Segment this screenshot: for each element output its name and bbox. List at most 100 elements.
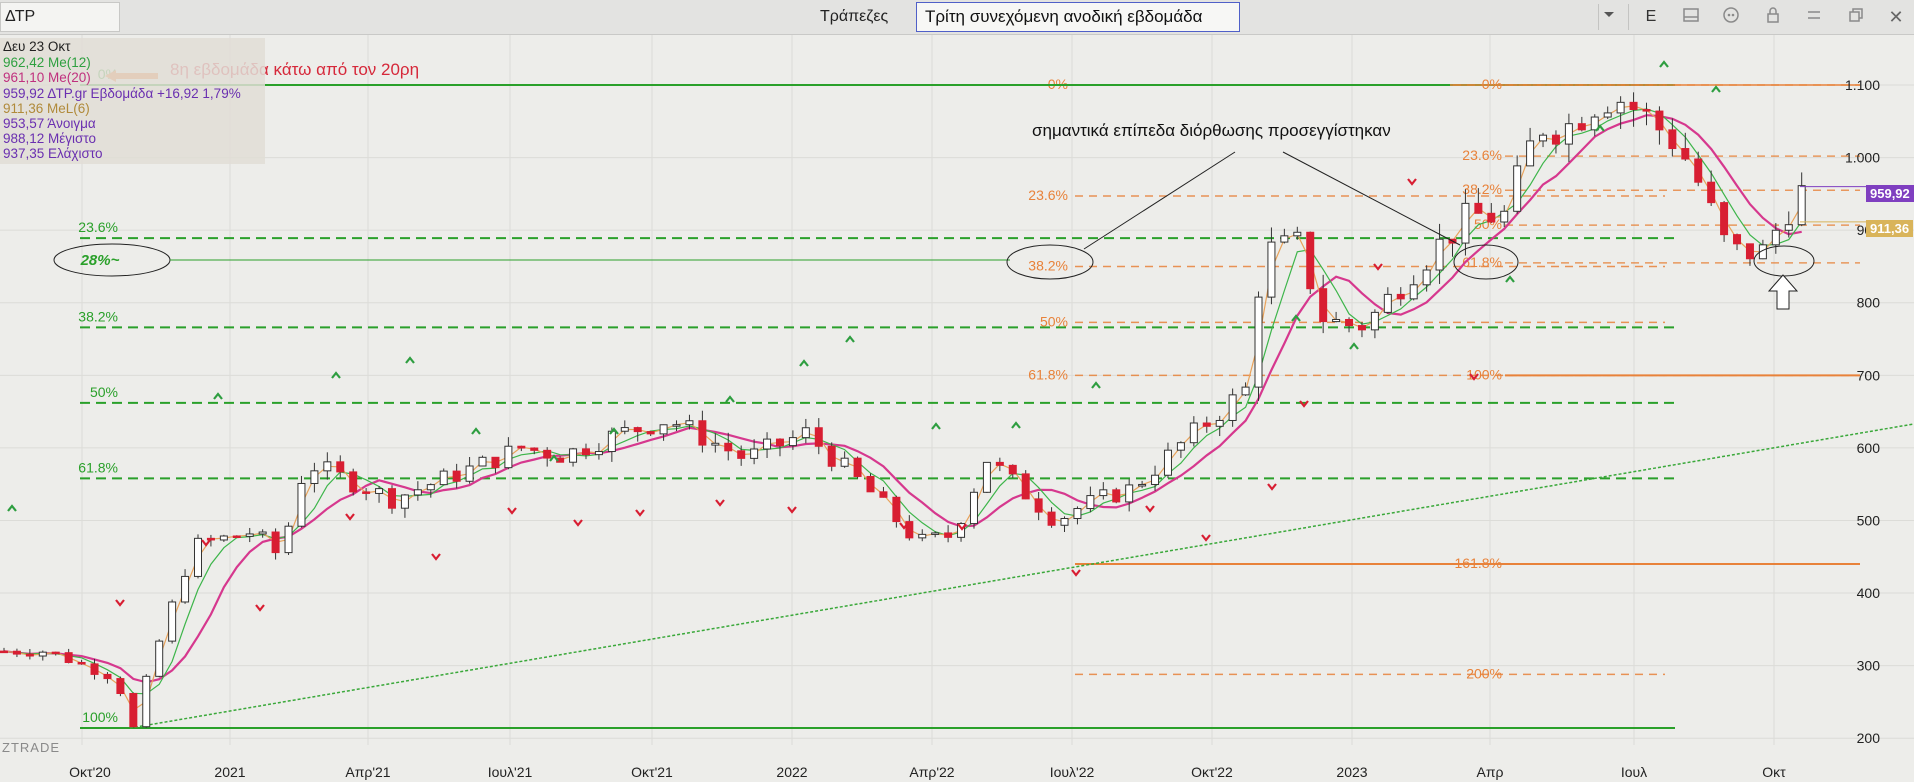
candle-up (957, 523, 966, 538)
x-tick-label: Ιουλ'22 (1050, 764, 1095, 780)
category-label: Τράπεζες (820, 8, 889, 25)
up-fractal-marker (405, 356, 415, 364)
candle-down (90, 663, 99, 675)
candle-down (1396, 293, 1405, 300)
down-fractal-marker (431, 553, 441, 561)
candle-up (1435, 238, 1444, 271)
level-ellipse (1753, 245, 1815, 277)
candle-up (1280, 235, 1289, 243)
candle-up (1176, 442, 1185, 451)
fib-label-short: 23.6% (1462, 147, 1502, 163)
candle-up (1086, 495, 1095, 510)
candle-up (1138, 483, 1147, 487)
x-tick-label: 2023 (1336, 764, 1367, 780)
candle-up (400, 494, 409, 509)
up-arrow-icon (1767, 274, 1799, 310)
candle-up (607, 430, 616, 453)
down-fractal-marker (957, 523, 967, 531)
layout-icon[interactable] (1680, 6, 1702, 28)
ma6-price-tag: 911,36 (1866, 220, 1914, 237)
candle-up (310, 470, 319, 484)
restore-window-icon[interactable] (1845, 6, 1867, 28)
candle-up (1603, 112, 1612, 118)
candle-down (944, 532, 953, 538)
up-fractal-marker (331, 371, 341, 379)
candle-down (116, 678, 125, 694)
candle-down (879, 491, 888, 498)
candle-down (905, 521, 914, 539)
candle-up (219, 535, 228, 541)
candle-up (1539, 134, 1548, 142)
candle-up (193, 537, 202, 577)
legend-low: 937,35 Ελάχιστο (3, 146, 103, 161)
chart-title-field[interactable]: Τρίτη συνεχόμενη ανοδική εβδομάδα (916, 2, 1240, 32)
candle-up (504, 445, 513, 469)
candle-down (25, 653, 34, 657)
candle-down (775, 438, 784, 447)
lock-icon[interactable] (1762, 6, 1784, 28)
candle-down (530, 447, 539, 451)
comment-icon[interactable] (1720, 6, 1742, 28)
candle-up (620, 427, 629, 432)
candle-up (1616, 101, 1625, 114)
up-fractal-marker (845, 335, 855, 343)
candle-up (1163, 449, 1172, 476)
candle-up (982, 461, 991, 493)
candle-down (1642, 109, 1651, 112)
candle-down (1202, 422, 1211, 427)
candle-up (478, 456, 487, 467)
down-fractal-marker (345, 513, 355, 521)
chevron-down-icon[interactable] (1597, 6, 1621, 28)
candle-up (142, 675, 151, 728)
symbol-input[interactable]: ΔΤΡ (0, 2, 120, 32)
long-trendline (129, 423, 1914, 729)
candle-down (1707, 181, 1716, 204)
candle-down (1345, 318, 1354, 327)
candle-down (866, 475, 875, 493)
candle-down (892, 496, 901, 523)
down-fractal-marker (1267, 483, 1277, 491)
down-fractal-marker (1299, 400, 1309, 408)
candle-up (788, 437, 797, 447)
fib-label-short: 61.8% (1462, 254, 1502, 270)
candle-up (763, 438, 772, 450)
candle-down (1474, 202, 1483, 214)
candle-up (840, 457, 849, 467)
up-fractal-marker (213, 392, 223, 400)
moving-averages (3, 105, 1803, 711)
candle-down (1668, 129, 1677, 150)
candle-down (1694, 158, 1703, 183)
up-fractal-marker (1659, 60, 1669, 68)
candle-down (814, 427, 823, 447)
candle-up (801, 427, 810, 439)
menu-icon[interactable] (1803, 6, 1825, 28)
y-tick-label: 1.100 (1845, 77, 1880, 93)
price-chart[interactable]: 0%23.6%38.2%50%61.8%100%0%23.6%38.2%50%6… (0, 35, 1914, 782)
candle-up (672, 424, 681, 427)
close-icon[interactable]: ✕ (1888, 7, 1904, 27)
legend-ma20: 961,10 Me(20) (3, 70, 91, 85)
up-fractal-marker (725, 395, 735, 403)
candle-down (1047, 511, 1056, 526)
axes: 1.1001.000900800700600500400300200Οκτ'20… (69, 77, 1880, 780)
period-button[interactable]: E (1645, 8, 1657, 25)
up-fractal-marker (931, 422, 941, 430)
candle-down (51, 651, 60, 655)
candle-up (1564, 123, 1573, 145)
y-tick-label: 600 (1857, 440, 1881, 456)
close-price-tag: 959,92 (1866, 185, 1914, 202)
down-fractal-marker (1407, 178, 1417, 186)
candle-up (594, 451, 603, 456)
candle-up (1461, 202, 1470, 244)
candle-down (581, 448, 590, 456)
candle-up (1500, 210, 1509, 223)
candle-down (698, 420, 707, 446)
down-fractal-marker (1373, 263, 1383, 271)
fib-label-long: 38.2% (78, 308, 118, 324)
candle-up (1383, 293, 1392, 313)
grid (0, 35, 1914, 745)
ma20-line (3, 114, 1802, 684)
candle-down (387, 488, 396, 509)
candle-up (1513, 165, 1522, 212)
candle-up (1241, 386, 1250, 396)
